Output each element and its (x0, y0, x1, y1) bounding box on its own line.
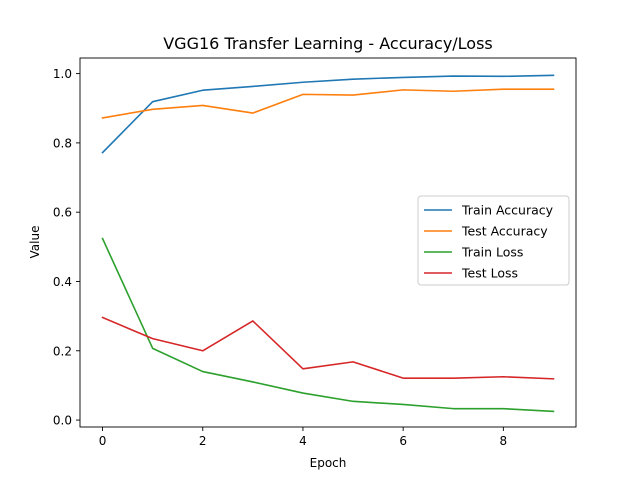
y-axis-label: Value (28, 226, 42, 259)
legend-box (417, 195, 570, 286)
axes-frame (79, 57, 577, 428)
series-line-test-loss (101, 316, 555, 380)
chart-title: VGG16 Transfer Learning - Accuracy/Loss (163, 34, 493, 53)
x-tick-label: 4 (299, 434, 307, 448)
legend: Train Accuracy Test Accuracy Train Loss Tes… (417, 195, 570, 286)
x-tick-label: 8 (500, 434, 508, 448)
plot-area: 0 2 4 6 8 0.0 0.2 0.4 0.6 0.8 1.0 (53, 57, 577, 448)
y-tick-label: 0.8 (53, 136, 72, 150)
y-tick-label: 0.0 (53, 414, 72, 428)
x-tick-label: 0 (99, 434, 107, 448)
legend-label-train-loss: Train Loss (461, 245, 523, 260)
legend-label-test-accuracy: Test Accuracy (461, 224, 548, 239)
y-tick-label: 0.2 (53, 344, 72, 358)
series-line-train-loss (101, 237, 555, 413)
y-tick-label: 0.4 (53, 275, 72, 289)
series-line-train-accuracy (101, 74, 555, 154)
legend-label-train-accuracy: Train Accuracy (461, 203, 554, 218)
x-axis-label: Epoch (310, 456, 347, 470)
x-tick-label: 6 (399, 434, 407, 448)
x-tick-label: 2 (199, 434, 207, 448)
series-line-test-accuracy (101, 88, 555, 119)
y-tick-label: 1.0 (53, 67, 72, 81)
legend-label-test-loss: Test Loss (461, 266, 518, 281)
y-tick-label: 0.6 (53, 206, 72, 220)
